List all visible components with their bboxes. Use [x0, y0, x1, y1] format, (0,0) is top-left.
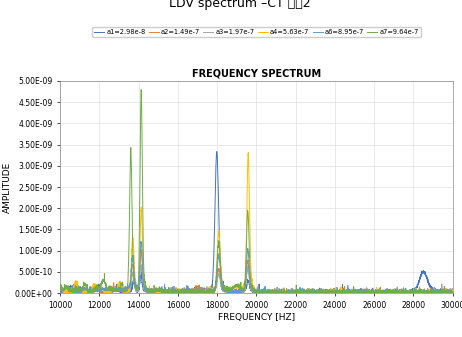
a4=5.63e-7 — [313, 290, 318, 295]
a3=1.97e-7 — [450, 288, 456, 293]
a6=8.95e-7 — [353, 291, 359, 295]
Y-axis label: AMPLITUDE: AMPLITUDE — [3, 161, 12, 213]
a2=1.49e-7 — [139, 248, 144, 252]
a7=9.64e-7 — [128, 163, 134, 167]
a7=9.64e-7 — [333, 291, 338, 295]
a3=1.97e-7 — [350, 290, 356, 295]
a6=8.95e-7 — [293, 291, 298, 295]
a1=2.98e-8 — [128, 286, 134, 290]
a6=8.95e-7 — [138, 239, 144, 243]
Line: a3=1.97e-7: a3=1.97e-7 — [60, 265, 453, 293]
a2=1.49e-7 — [293, 290, 298, 295]
a3=1.97e-7 — [313, 290, 318, 294]
a6=8.95e-7 — [380, 291, 386, 295]
a2=1.49e-7 — [128, 274, 134, 278]
a4=5.63e-7 — [450, 291, 456, 295]
X-axis label: FREQUENCY [HZ]: FREQUENCY [HZ] — [218, 313, 295, 321]
a3=1.97e-7 — [293, 290, 298, 295]
a2=1.49e-7 — [380, 291, 386, 295]
a7=9.64e-7 — [139, 88, 144, 92]
a6=8.95e-7 — [207, 290, 213, 294]
a4=5.63e-7 — [293, 289, 298, 293]
a3=1.97e-7 — [57, 287, 63, 291]
a7=9.64e-7 — [351, 290, 356, 295]
a2=1.49e-7 — [207, 289, 213, 293]
Title: FREQUENCY SPECTRUM: FREQUENCY SPECTRUM — [192, 69, 321, 79]
a6=8.95e-7 — [350, 291, 356, 295]
a4=5.63e-7 — [207, 284, 213, 288]
a7=9.64e-7 — [450, 289, 456, 294]
a7=9.64e-7 — [380, 290, 386, 294]
a6=8.95e-7 — [57, 289, 63, 293]
Line: a7=9.64e-7: a7=9.64e-7 — [60, 90, 453, 293]
Line: a6=8.95e-7: a6=8.95e-7 — [60, 241, 453, 293]
Legend: a1=2.98e-8, a2=1.49e-7, a3=1.97e-7, a4=5.63e-7, a6=8.95e-7, a7=9.64e-7: a1=2.98e-8, a2=1.49e-7, a3=1.97e-7, a4=5… — [92, 27, 420, 37]
a1=2.98e-8 — [207, 289, 213, 293]
a1=2.98e-8 — [380, 291, 386, 295]
Line: a1=2.98e-8: a1=2.98e-8 — [60, 152, 453, 293]
a7=9.64e-7 — [293, 291, 298, 295]
a1=2.98e-8 — [214, 150, 219, 154]
Line: a2=1.49e-7: a2=1.49e-7 — [60, 250, 453, 293]
a2=1.49e-7 — [350, 291, 356, 295]
a1=2.98e-8 — [340, 291, 346, 295]
a3=1.97e-7 — [207, 288, 213, 292]
Text: LDV spectrum –CT 시펴2: LDV spectrum –CT 시펴2 — [170, 0, 311, 10]
a7=9.64e-7 — [207, 289, 213, 294]
a6=8.95e-7 — [128, 267, 134, 271]
a4=5.63e-7 — [351, 291, 356, 295]
a4=5.63e-7 — [246, 150, 251, 154]
a7=9.64e-7 — [313, 291, 318, 295]
a4=5.63e-7 — [128, 256, 134, 260]
Line: a4=5.63e-7: a4=5.63e-7 — [60, 152, 453, 293]
a1=2.98e-8 — [57, 289, 63, 294]
a2=1.49e-7 — [432, 291, 438, 295]
a3=1.97e-7 — [380, 291, 386, 295]
a4=5.63e-7 — [346, 291, 351, 295]
a1=2.98e-8 — [313, 290, 318, 295]
a7=9.64e-7 — [57, 283, 63, 287]
a4=5.63e-7 — [57, 289, 63, 294]
a1=2.98e-8 — [351, 290, 356, 295]
a1=2.98e-8 — [293, 291, 298, 295]
a1=2.98e-8 — [450, 291, 456, 295]
a2=1.49e-7 — [57, 291, 63, 295]
a3=1.97e-7 — [395, 291, 401, 295]
a6=8.95e-7 — [450, 289, 456, 294]
a2=1.49e-7 — [450, 291, 456, 295]
a6=8.95e-7 — [313, 291, 318, 295]
a4=5.63e-7 — [380, 290, 386, 295]
a3=1.97e-7 — [139, 263, 144, 267]
a2=1.49e-7 — [313, 291, 318, 295]
a3=1.97e-7 — [128, 280, 134, 284]
